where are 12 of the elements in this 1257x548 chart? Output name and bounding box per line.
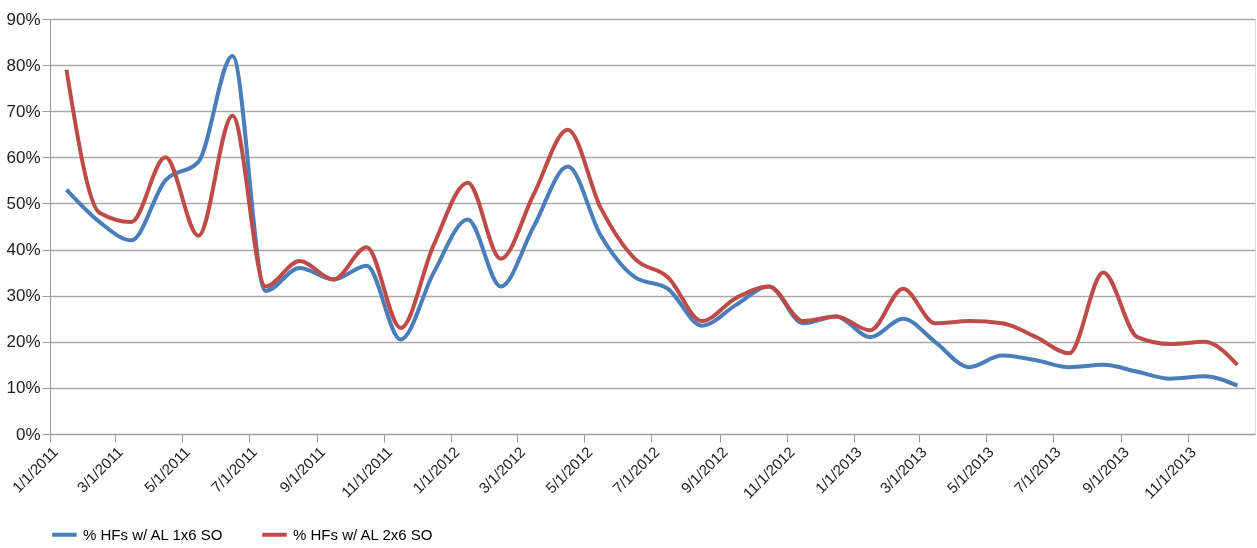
y-tick-label: 30% — [6, 286, 41, 306]
y-tick-label: 10% — [6, 378, 41, 398]
y-tick-label: 20% — [6, 332, 41, 352]
y-tick-label: 0% — [15, 424, 41, 444]
y-tick-label: 70% — [6, 101, 41, 121]
y-tick-label: 50% — [6, 193, 41, 213]
y-tick-label: 40% — [6, 240, 41, 260]
y-tick-label: 90% — [6, 9, 41, 29]
legend-label: % HFs w/ AL 1x6 SO — [83, 525, 223, 543]
y-tick-label: 60% — [6, 147, 41, 167]
y-tick-label: 80% — [6, 55, 41, 75]
legend-label: % HFs w/ AL 2x6 SO — [293, 525, 433, 543]
